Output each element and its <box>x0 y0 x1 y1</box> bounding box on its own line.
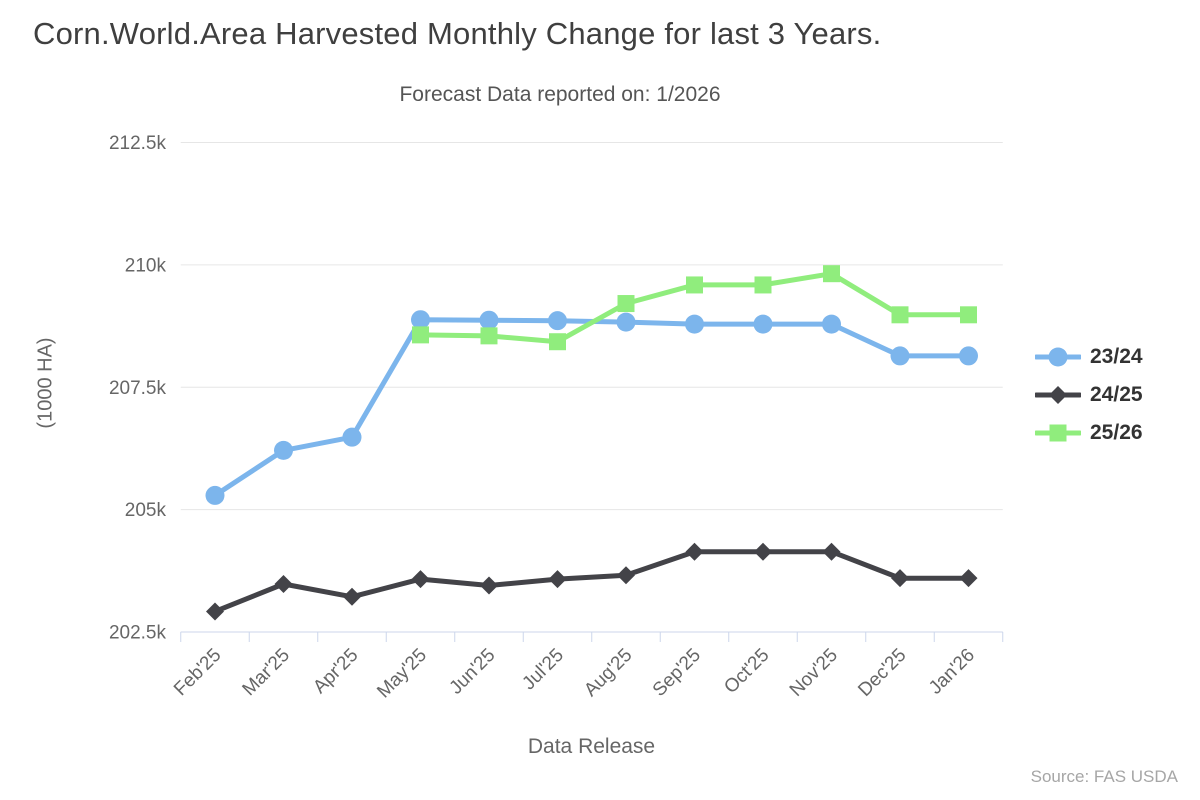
data-point-23-24[interactable] <box>274 440 293 460</box>
data-point-24-25[interactable] <box>411 570 430 589</box>
data-point-24-25[interactable] <box>754 542 772 561</box>
data-point-23-24[interactable] <box>616 312 636 332</box>
data-point-23-24[interactable] <box>822 314 841 334</box>
data-point-23-24[interactable] <box>342 427 362 447</box>
legend-item-24-25[interactable]: 24/25 <box>1035 383 1143 407</box>
series-line-24-25[interactable] <box>212 549 971 614</box>
x-tick-label: Jun'25 <box>446 645 500 699</box>
x-tick-label: Jul'25 <box>518 645 568 695</box>
x-axis-title: Data Release <box>527 735 656 758</box>
legend-item-23-24[interactable]: 23/24 <box>1035 345 1143 369</box>
data-point-23-24[interactable] <box>548 311 567 331</box>
data-point-23-24[interactable] <box>685 314 704 334</box>
legend-marker-shape[interactable] <box>1049 424 1067 442</box>
x-tick-label: May'25 <box>373 645 431 703</box>
data-point-23-24[interactable] <box>411 310 430 330</box>
data-point-25-26[interactable] <box>823 265 840 283</box>
y-tick-label: 212.5k <box>109 133 167 154</box>
x-tick-label: Dec'25 <box>854 645 910 701</box>
x-tick-label: Mar'25 <box>239 645 294 700</box>
legend-label: 23/24 <box>1090 345 1143 368</box>
data-point-24-25[interactable] <box>343 587 361 606</box>
data-point-24-25[interactable] <box>959 569 978 588</box>
legend-label: 25/26 <box>1090 421 1143 444</box>
data-point-24-25[interactable] <box>822 542 841 561</box>
data-point-23-24[interactable] <box>753 314 773 334</box>
data-point-25-26[interactable] <box>686 276 703 294</box>
legend-marker-circle-icon <box>1035 347 1081 367</box>
data-point-25-26[interactable] <box>412 326 429 344</box>
legend-marker-square-icon <box>1035 424 1081 442</box>
series-line-23-24[interactable] <box>212 317 971 498</box>
x-tick-label: Feb'25 <box>170 645 226 701</box>
data-point-25-26[interactable] <box>960 306 977 324</box>
legend: 23/24 24/25 25/26 <box>1035 345 1143 445</box>
y-axis-title: (1000 HA) <box>34 337 57 429</box>
y-tick-label: 205k <box>125 500 167 521</box>
data-point-24-25[interactable] <box>274 575 293 594</box>
legend-marker-diamond-icon <box>1035 386 1081 404</box>
x-tick-label: Nov'25 <box>786 645 842 701</box>
data-point-23-24[interactable] <box>479 310 499 330</box>
chart-subtitle: Forecast Data reported on: 1/2026 <box>399 83 721 106</box>
x-tick-label: Sep'25 <box>649 645 705 701</box>
data-point-24-25[interactable] <box>480 576 498 595</box>
data-point-23-24[interactable] <box>890 346 910 366</box>
x-tick-label: Oct'25 <box>720 645 773 698</box>
legend-label: 24/25 <box>1090 383 1143 406</box>
data-point-23-24[interactable] <box>205 485 225 505</box>
x-tick-label: Apr'25 <box>309 645 362 698</box>
data-point-25-26[interactable] <box>754 276 772 294</box>
legend-marker-shape[interactable] <box>1049 386 1067 404</box>
data-point-25-26[interactable] <box>480 327 498 345</box>
data-point-25-26[interactable] <box>549 333 566 351</box>
data-point-24-25[interactable] <box>206 602 224 621</box>
chart-title: Corn.World.Area Harvested Monthly Change… <box>33 16 882 51</box>
y-tick-label: 207.5k <box>109 378 167 399</box>
x-tick-label: Jan'26 <box>925 645 979 699</box>
source-credit: Source: FAS USDA <box>1030 767 1178 786</box>
y-tick-label: 210k <box>125 255 167 276</box>
data-point-24-25[interactable] <box>685 542 704 561</box>
data-point-23-24[interactable] <box>959 346 978 366</box>
x-tick-label: Aug'25 <box>580 645 636 701</box>
data-point-24-25[interactable] <box>617 566 635 585</box>
data-point-24-25[interactable] <box>548 570 567 589</box>
y-tick-label: 202.5k <box>109 623 167 644</box>
data-point-25-26[interactable] <box>891 306 909 324</box>
legend-item-25-26[interactable]: 25/26 <box>1035 421 1143 445</box>
data-point-24-25[interactable] <box>891 569 909 588</box>
legend-marker-shape[interactable] <box>1048 347 1068 367</box>
data-point-25-26[interactable] <box>617 295 635 313</box>
